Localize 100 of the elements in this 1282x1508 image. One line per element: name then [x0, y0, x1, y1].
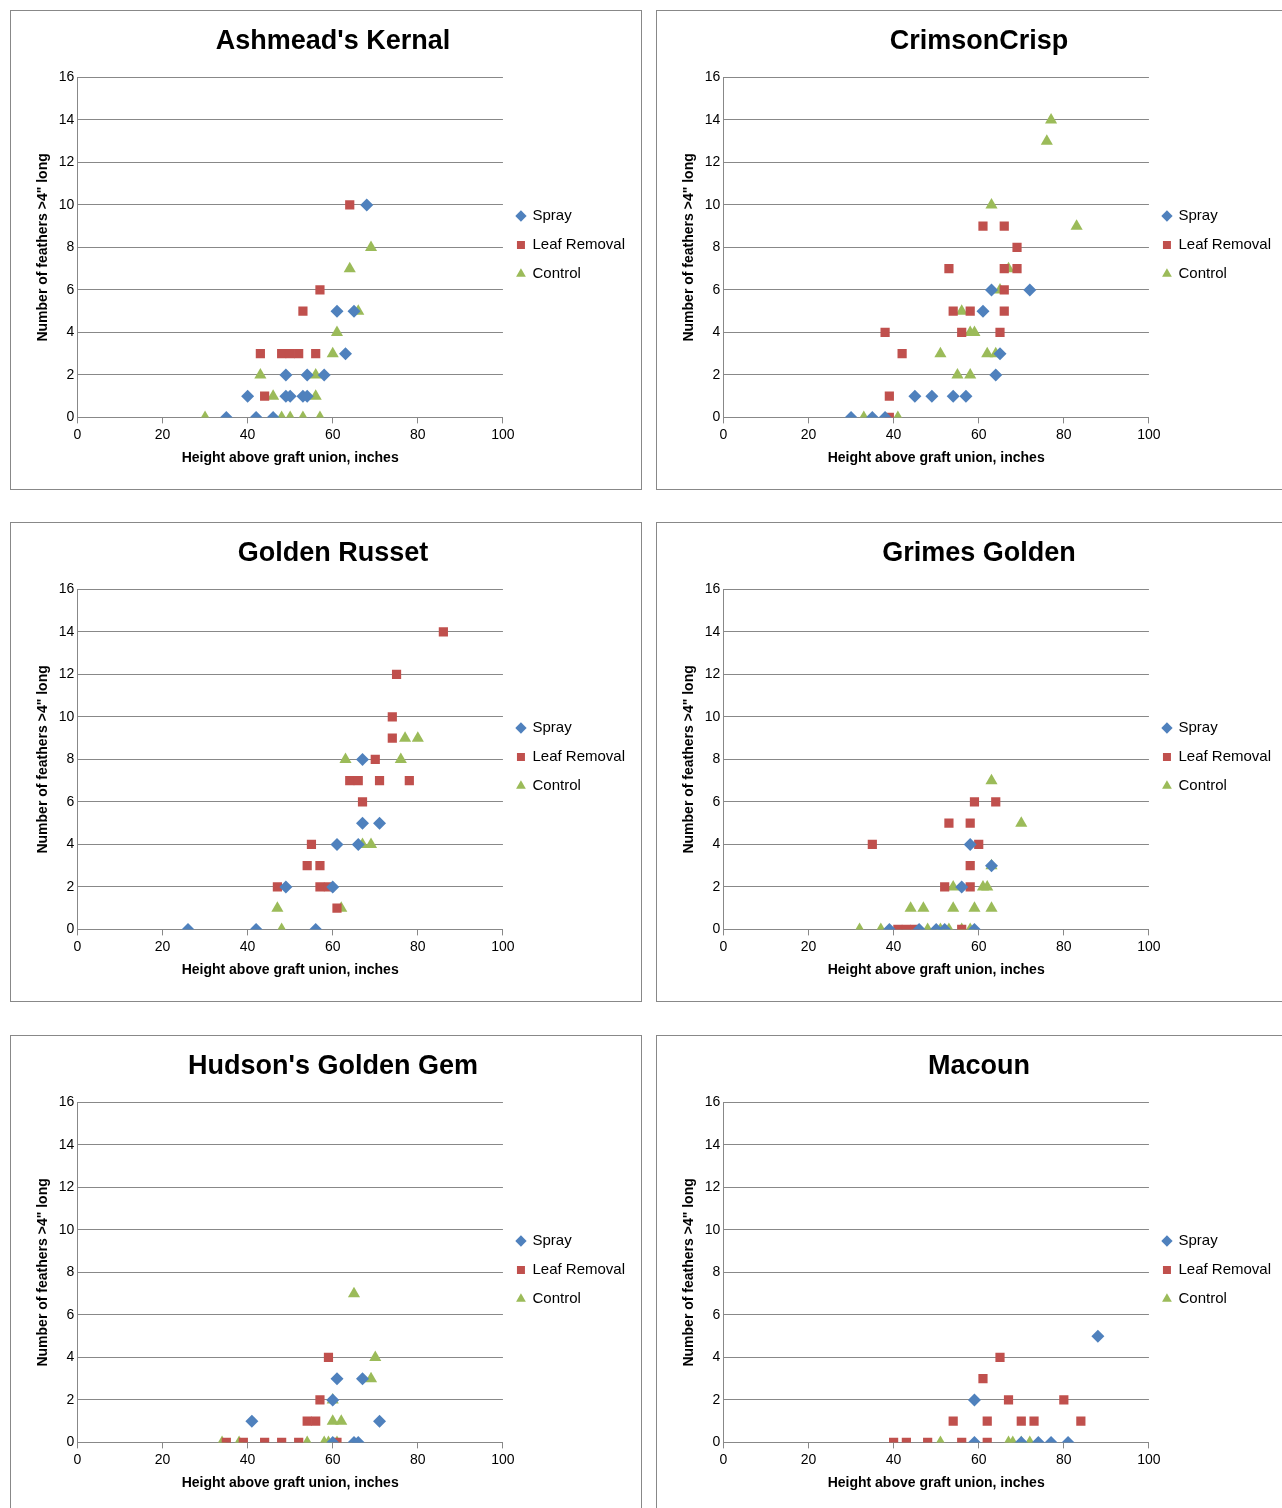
y-tick-label: 12	[704, 665, 721, 682]
y-tick-label: 4	[66, 835, 75, 852]
x-tick-label: 40	[885, 1450, 902, 1467]
y-tick-label: 4	[712, 835, 721, 852]
x-tick-label: 80	[410, 937, 426, 954]
x-tick-label: 60	[324, 425, 341, 442]
x-tick-label: 20	[800, 937, 817, 954]
y-axis-title: Number of feathers >4" long	[34, 665, 51, 854]
y-tick-label: 16	[58, 580, 75, 597]
y-tick-label: 6	[66, 280, 75, 297]
y-tick-label: 6	[712, 792, 721, 809]
legend-label: Spray	[1178, 718, 1219, 736]
y-tick-label: 10	[704, 195, 721, 212]
y-axis-title: Number of feathers >4" long	[34, 153, 51, 342]
y-tick-label: 12	[58, 665, 75, 682]
legend-label: Spray	[1178, 206, 1219, 224]
y-tick-label: 0	[66, 408, 75, 425]
legend-label: Control	[1178, 1289, 1227, 1307]
chart-title: Macoun	[927, 1049, 1031, 1080]
y-tick-label: 14	[58, 622, 75, 639]
y-tick-label: 0	[712, 1433, 721, 1450]
y-tick-label: 12	[58, 153, 75, 170]
legend-label: Control	[532, 1289, 581, 1307]
chart-title: Hudson's Golden Gem	[188, 1049, 478, 1080]
x-axis-title: Height above graft union, inches	[181, 449, 399, 466]
x-tick-label: 40	[885, 425, 902, 442]
x-tick-label: 100	[1137, 937, 1161, 954]
y-axis-title: Number of feathers >4" long	[680, 153, 697, 342]
x-axis-title: Height above graft union, inches	[827, 1474, 1045, 1491]
y-tick-label: 10	[58, 1220, 75, 1237]
y-tick-label: 2	[66, 877, 75, 894]
x-axis-title: Height above graft union, inches	[181, 961, 399, 978]
x-tick-label: 80	[1056, 425, 1072, 442]
legend-label: Leaf Removal	[1178, 747, 1272, 765]
y-tick-label: 6	[712, 280, 721, 297]
x-tick-label: 20	[154, 937, 171, 954]
y-tick-label: 8	[712, 1263, 721, 1280]
y-tick-label: 8	[66, 1263, 75, 1280]
legend-label: Control	[1178, 264, 1227, 282]
y-tick-label: 6	[66, 1305, 75, 1322]
y-tick-label: 10	[58, 707, 75, 724]
x-tick-label: 80	[410, 1450, 426, 1467]
y-tick-label: 12	[58, 1178, 75, 1195]
y-tick-label: 10	[704, 1220, 721, 1237]
y-tick-label: 0	[66, 1433, 75, 1450]
x-axis-title: Height above graft union, inches	[827, 449, 1045, 466]
x-tick-label: 40	[239, 1450, 256, 1467]
y-tick-label: 2	[712, 365, 721, 382]
x-tick-label: 60	[970, 425, 987, 442]
x-tick-label: 60	[970, 1450, 987, 1467]
legend-label: Spray	[532, 718, 573, 736]
y-tick-label: 14	[58, 1135, 75, 1152]
x-tick-label: 80	[410, 425, 426, 442]
x-tick-label: 20	[800, 425, 817, 442]
y-tick-label: 4	[66, 323, 75, 340]
y-tick-label: 12	[704, 1178, 721, 1195]
x-tick-label: 60	[324, 1450, 341, 1467]
y-tick-label: 8	[712, 750, 721, 767]
y-tick-label: 8	[66, 750, 75, 767]
chart-title: Grimes Golden	[882, 536, 1076, 567]
x-tick-label: 60	[970, 937, 987, 954]
legend-label: Leaf Removal	[532, 1260, 626, 1278]
y-tick-label: 4	[66, 1348, 75, 1365]
y-tick-label: 2	[712, 1390, 721, 1407]
legend-label: Spray	[532, 206, 573, 224]
y-tick-label: 8	[66, 238, 75, 255]
y-tick-label: 12	[704, 153, 721, 170]
y-tick-label: 0	[66, 920, 75, 937]
y-tick-label: 14	[58, 110, 75, 127]
y-axis-title: Number of feathers >4" long	[680, 1178, 697, 1367]
y-tick-label: 16	[704, 1093, 721, 1110]
x-tick-label: 20	[154, 1450, 171, 1467]
x-tick-label: 100	[1137, 1450, 1161, 1467]
y-tick-label: 0	[712, 920, 721, 937]
y-tick-label: 2	[712, 877, 721, 894]
x-tick-label: 100	[1137, 425, 1161, 442]
x-tick-label: 80	[1056, 937, 1072, 954]
x-tick-label: 100	[491, 425, 515, 442]
y-tick-label: 4	[712, 1348, 721, 1365]
x-tick-label: 80	[1056, 1450, 1072, 1467]
y-tick-label: 14	[704, 110, 721, 127]
y-tick-label: 16	[58, 68, 75, 85]
y-tick-label: 8	[712, 238, 721, 255]
y-tick-label: 2	[66, 365, 75, 382]
x-tick-label: 20	[800, 1450, 817, 1467]
legend-label: Spray	[1178, 1231, 1219, 1249]
legend-label: Control	[532, 264, 581, 282]
y-tick-label: 14	[704, 622, 721, 639]
y-tick-label: 10	[704, 707, 721, 724]
y-tick-label: 16	[58, 1093, 75, 1110]
chart-title: Golden Russet	[237, 536, 429, 567]
x-tick-label: 20	[154, 425, 171, 442]
legend-label: Leaf Removal	[532, 235, 626, 253]
chart-title: Ashmead's Kernal	[215, 24, 451, 55]
legend-label: Control	[532, 776, 581, 794]
x-tick-label: 40	[885, 937, 902, 954]
y-tick-label: 16	[704, 68, 721, 85]
y-tick-label: 10	[58, 195, 75, 212]
x-tick-label: 100	[491, 937, 515, 954]
legend-label: Leaf Removal	[1178, 235, 1272, 253]
